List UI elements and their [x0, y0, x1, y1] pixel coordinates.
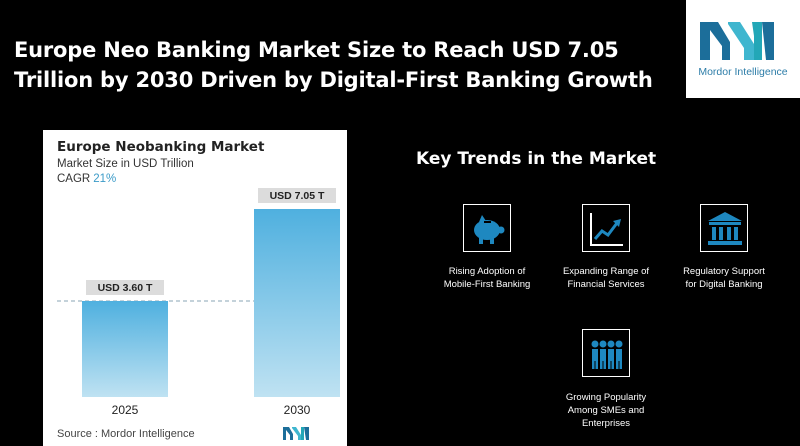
mordor-logo-icon — [700, 22, 774, 60]
growth-chart-icon — [582, 204, 630, 252]
source-note: Source : Mordor Intelligence — [57, 428, 195, 440]
bar-chart: USD 3.60 T 2025 USD 7.05 T 2030 — [57, 188, 340, 417]
logo-text: Mordor Intelligence — [698, 66, 788, 78]
headline-line-1: Europe Neo Banking Market Size to Reach … — [14, 38, 619, 62]
chart-title: Europe Neobanking Market — [57, 139, 265, 155]
mordor-intelligence-logo: Mordor Intelligence — [686, 0, 800, 98]
headline-line-2: Trillion by 2030 Driven by Digital-First… — [14, 68, 653, 92]
x-tick-2030: 2030 — [284, 403, 311, 417]
cagr-label: CAGR — [57, 173, 91, 185]
piggy-bank-icon — [463, 204, 511, 252]
x-tick-2025: 2025 — [112, 403, 139, 417]
trends-title: Key Trends in the Market — [416, 149, 657, 169]
trend-label-sme-popularity: Growing Popularity Among SMEs and Enterpri… — [565, 392, 647, 429]
bank-building-icon — [700, 204, 748, 252]
trend-label-mobile-banking: Rising Adoption of Mobile-First Banking — [443, 266, 531, 290]
data-label-2030: USD 7.05 T — [270, 190, 325, 202]
trend-label-financial-services: Expanding Range of Financial Services — [562, 266, 650, 290]
data-label-2025: USD 3.60 T — [98, 282, 153, 294]
page-headline: Europe Neo Banking Market Size to Reach … — [14, 35, 674, 95]
cagr-row: CAGR 21% — [57, 173, 116, 185]
bar-2025 — [82, 301, 168, 397]
market-size-card: Europe Neobanking Market Market Size in … — [43, 130, 347, 446]
data-label-bg-2030 — [258, 188, 336, 203]
cagr-value: 21% — [93, 173, 117, 185]
trend-label-regulatory-support: Regulatory Support for Digital Banking — [683, 266, 765, 290]
source-logo-icon — [283, 427, 309, 440]
chart-subtitle: Market Size in USD Trillion — [57, 158, 194, 170]
data-label-bg-2025 — [86, 280, 164, 295]
bar-2030 — [254, 209, 340, 397]
people-group-icon — [582, 329, 630, 377]
